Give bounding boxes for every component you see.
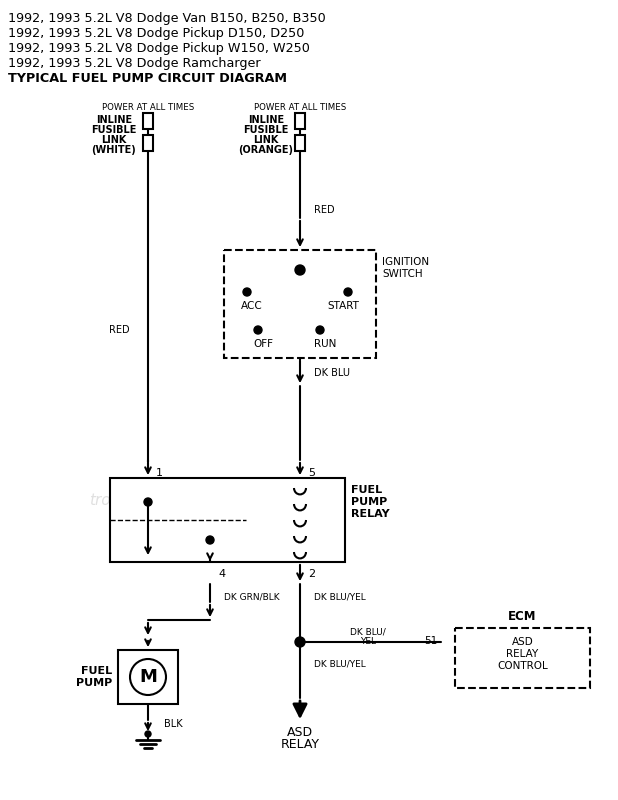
Text: DK BLU/: DK BLU/: [350, 627, 386, 637]
Text: PUMP: PUMP: [351, 497, 387, 507]
Text: 1992, 1993 5.2L V8 Dodge Pickup D150, D250: 1992, 1993 5.2L V8 Dodge Pickup D150, D2…: [8, 27, 305, 40]
Text: START: START: [327, 301, 359, 311]
Bar: [143, 113, 153, 129]
Text: RELAY: RELAY: [281, 738, 320, 751]
Circle shape: [144, 498, 152, 506]
Bar: [118, 650, 178, 704]
Text: troubleshootmyvehicle.com: troubleshootmyvehicle.com: [89, 493, 301, 507]
Text: FUEL: FUEL: [351, 485, 382, 495]
Text: DK BLU/YEL: DK BLU/YEL: [314, 593, 366, 602]
Text: SWITCH: SWITCH: [382, 269, 423, 279]
Text: (WHITE): (WHITE): [91, 145, 137, 155]
Circle shape: [130, 659, 166, 695]
Text: IGNITION: IGNITION: [382, 257, 429, 267]
Circle shape: [254, 326, 262, 334]
Text: RUN: RUN: [314, 339, 336, 349]
Text: ACC: ACC: [241, 301, 263, 311]
Bar: [110, 478, 345, 562]
Text: 4: 4: [218, 569, 225, 579]
Text: 1992, 1993 5.2L V8 Dodge Van B150, B250, B350: 1992, 1993 5.2L V8 Dodge Van B150, B250,…: [8, 12, 326, 25]
Text: 1992, 1993 5.2L V8 Dodge Ramcharger: 1992, 1993 5.2L V8 Dodge Ramcharger: [8, 57, 261, 70]
Text: FUSIBLE: FUSIBLE: [243, 125, 289, 135]
Text: POWER AT ALL TIMES: POWER AT ALL TIMES: [102, 102, 194, 111]
Text: INLINE: INLINE: [96, 115, 132, 125]
Text: LINK: LINK: [101, 135, 127, 145]
Circle shape: [295, 637, 305, 647]
Text: CONTROL: CONTROL: [497, 661, 548, 671]
Text: ASD: ASD: [512, 637, 533, 647]
Text: 5: 5: [308, 468, 315, 478]
Circle shape: [145, 731, 151, 737]
Text: DK GRN/BLK: DK GRN/BLK: [224, 593, 279, 602]
Text: DK BLU/YEL: DK BLU/YEL: [314, 659, 366, 669]
Bar: [295, 113, 305, 129]
Circle shape: [344, 288, 352, 296]
Text: 1: 1: [156, 468, 163, 478]
Text: FUEL: FUEL: [81, 666, 112, 676]
Text: LINK: LINK: [253, 135, 279, 145]
Text: 2: 2: [308, 569, 315, 579]
Text: RED: RED: [314, 205, 334, 215]
Text: M: M: [139, 668, 157, 686]
Text: INLINE: INLINE: [248, 115, 284, 125]
Text: FUSIBLE: FUSIBLE: [91, 125, 137, 135]
Text: YEL: YEL: [360, 638, 376, 646]
Text: OFF: OFF: [253, 339, 273, 349]
Text: ECM: ECM: [508, 610, 537, 622]
Text: BLK: BLK: [164, 719, 183, 729]
Text: RED: RED: [109, 325, 130, 335]
Text: ASD: ASD: [287, 726, 313, 738]
Bar: [224, 250, 376, 358]
Text: 1992, 1993 5.2L V8 Dodge Pickup W150, W250: 1992, 1993 5.2L V8 Dodge Pickup W150, W2…: [8, 42, 310, 55]
Text: 51: 51: [424, 636, 437, 646]
Bar: [455, 628, 590, 688]
Text: PUMP: PUMP: [76, 678, 112, 688]
Bar: [295, 135, 305, 151]
Circle shape: [295, 265, 305, 275]
Text: (ORANGE): (ORANGE): [239, 145, 294, 155]
Bar: [143, 135, 153, 151]
Text: POWER AT ALL TIMES: POWER AT ALL TIMES: [254, 102, 346, 111]
Circle shape: [206, 536, 214, 544]
Text: DK BLU: DK BLU: [314, 368, 350, 378]
Text: RELAY: RELAY: [506, 649, 539, 659]
Text: TYPICAL FUEL PUMP CIRCUIT DIAGRAM: TYPICAL FUEL PUMP CIRCUIT DIAGRAM: [8, 72, 287, 85]
Circle shape: [243, 288, 251, 296]
Circle shape: [316, 326, 324, 334]
Text: RELAY: RELAY: [351, 509, 389, 519]
